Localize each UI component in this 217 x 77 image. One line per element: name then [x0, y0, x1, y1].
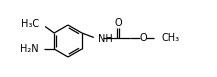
Text: H₂N: H₂N	[20, 44, 38, 54]
Text: NH: NH	[98, 34, 113, 44]
Text: H₃C: H₃C	[21, 19, 39, 29]
Text: O: O	[139, 33, 147, 43]
Text: O: O	[114, 18, 122, 28]
Text: CH₃: CH₃	[162, 33, 180, 43]
